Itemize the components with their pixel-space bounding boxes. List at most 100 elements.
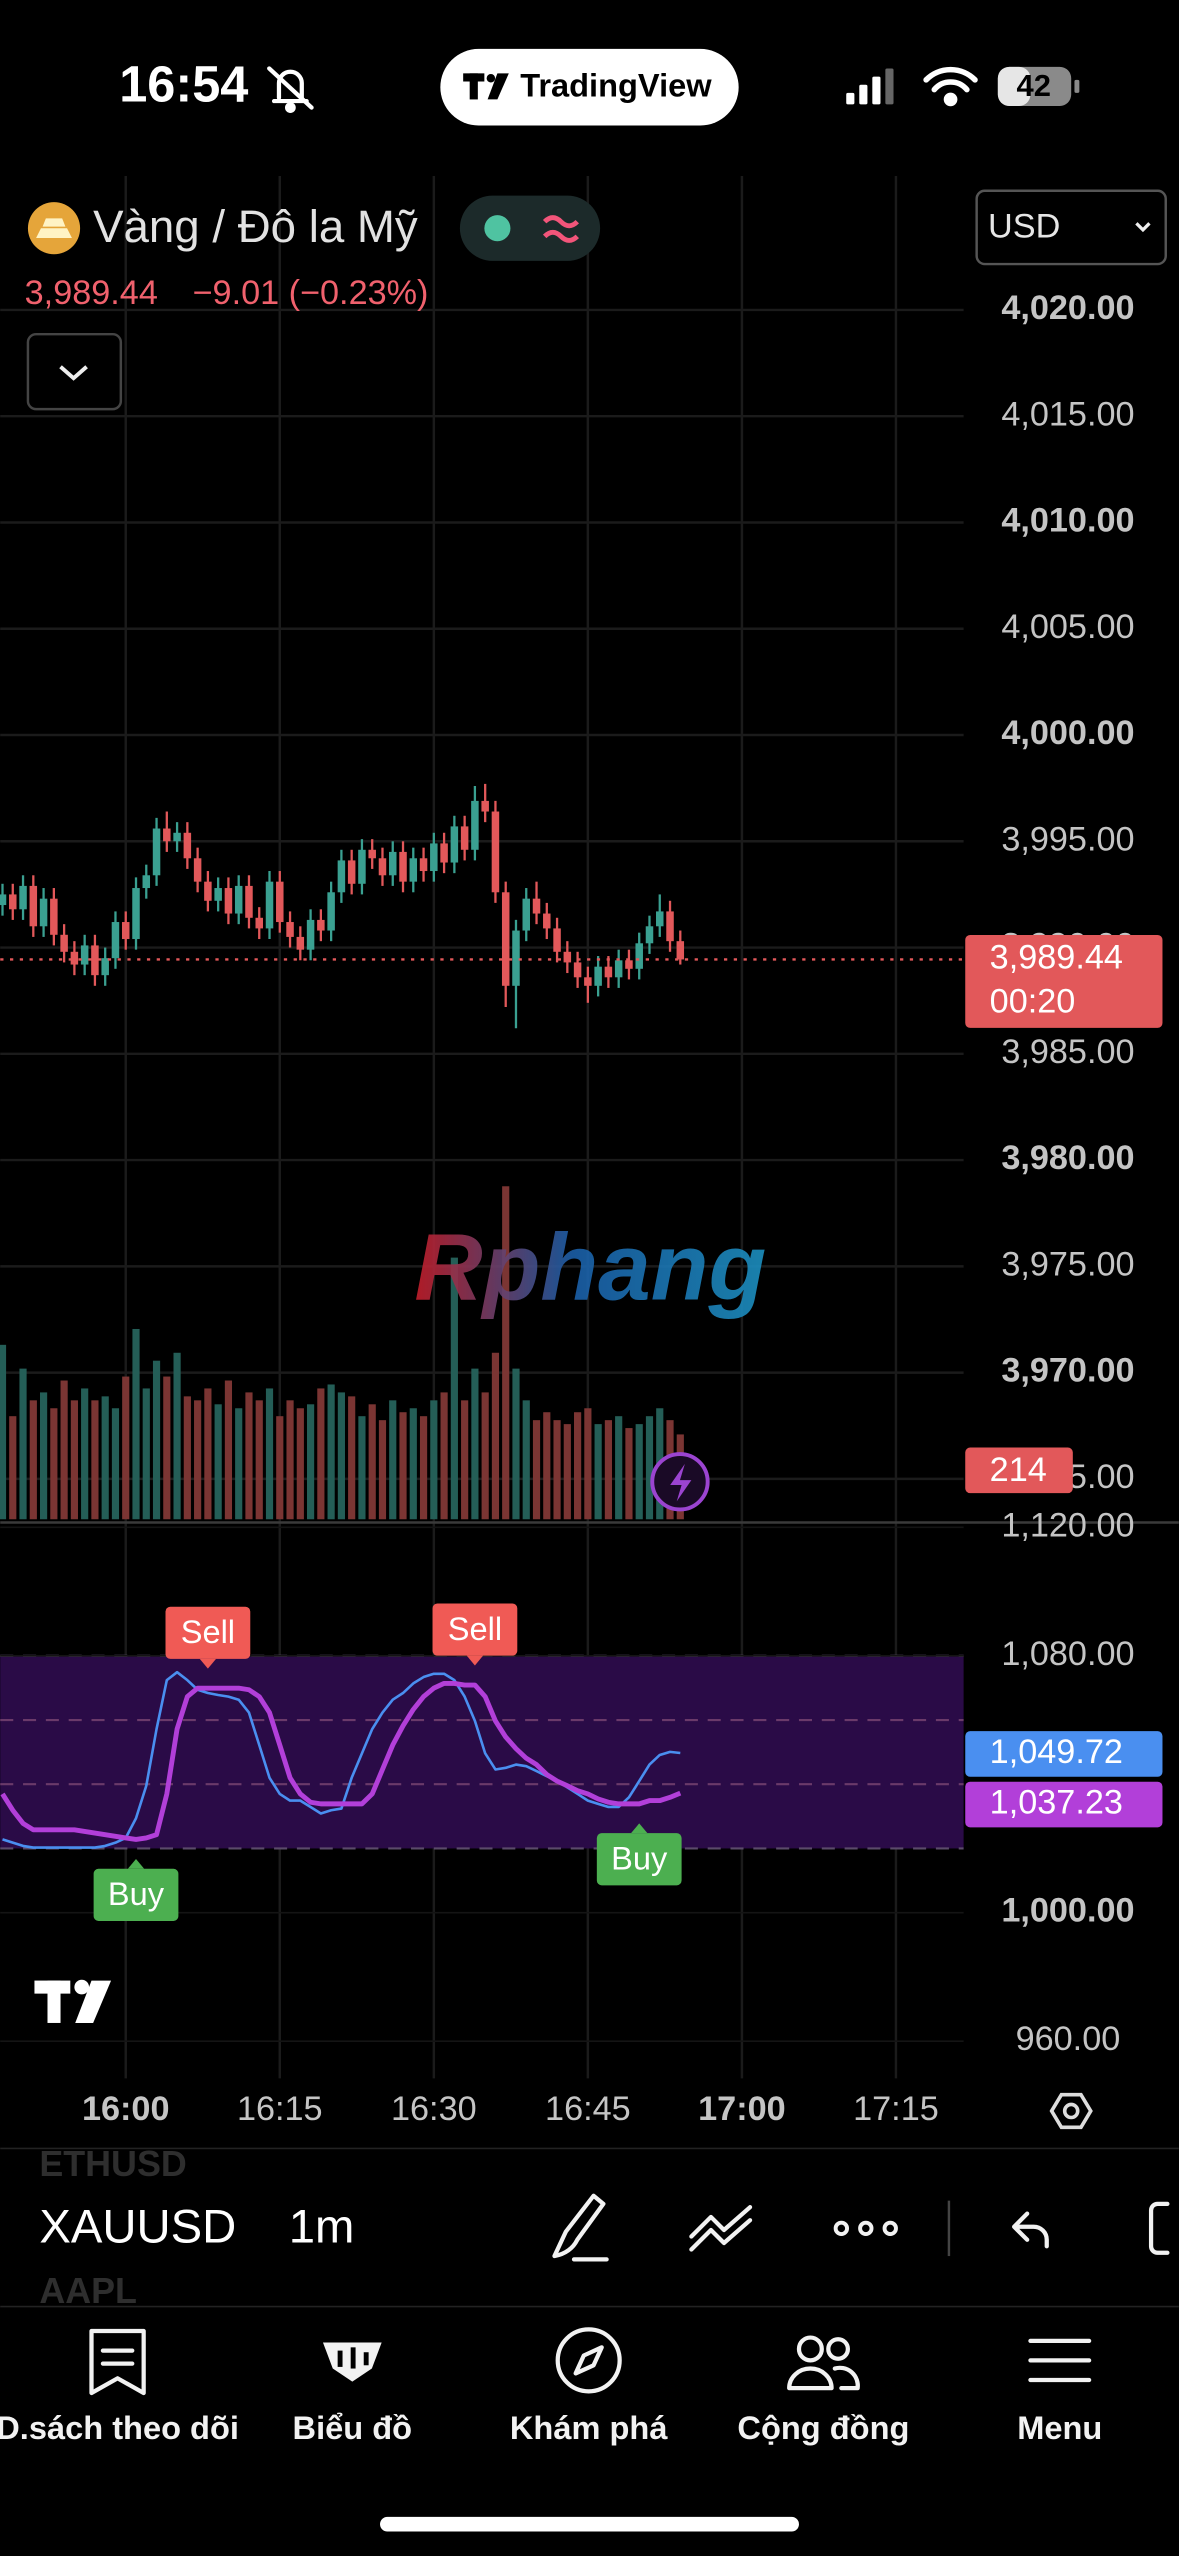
nav-explore[interactable]: Khám phá <box>510 2327 668 2446</box>
volume-bar <box>337 1392 345 1520</box>
volume-bar <box>378 1420 387 1520</box>
volume-bar <box>142 1388 150 1520</box>
volume-bar <box>584 1408 592 1520</box>
expand-button[interactable] <box>26 332 123 411</box>
y-tick-label: 4,005.00 <box>1001 608 1134 646</box>
nav-community[interactable]: Cộng đồng <box>737 2335 909 2447</box>
status-time: 16:54 <box>119 55 248 112</box>
volume-bar <box>348 1396 356 1520</box>
candle-body <box>543 913 551 929</box>
volume-bar <box>574 1412 582 1520</box>
volume-bar <box>296 1408 304 1520</box>
volume-bar <box>502 1186 510 1520</box>
candle-body <box>163 828 171 842</box>
fullscreen-button[interactable] <box>1148 2201 1170 2255</box>
volume-bar <box>450 1257 458 1520</box>
candle-body <box>276 881 284 923</box>
candle-body <box>214 888 222 901</box>
volume-label: 214 <box>990 1451 1047 1489</box>
settings-icon[interactable] <box>1049 2092 1093 2130</box>
signal-box <box>596 1833 682 1886</box>
candle-body <box>656 911 664 927</box>
currency-select[interactable] <box>975 189 1167 266</box>
volume-bar <box>122 1376 130 1520</box>
x-tick-label: 16:45 <box>545 2090 631 2128</box>
signal-pointer <box>466 1655 484 1666</box>
symbol-prev[interactable]: ETHUSD <box>39 2144 186 2184</box>
interval[interactable]: 1m <box>289 2200 355 2253</box>
chevron <box>59 365 88 381</box>
volume-bar <box>9 1416 17 1520</box>
volume-bar <box>173 1352 181 1520</box>
osc-band <box>0 1655 964 1849</box>
volume-bar <box>389 1400 397 1520</box>
symbol-next[interactable]: AAPL <box>39 2271 137 2311</box>
candle-body <box>121 922 130 940</box>
nav-label: Cộng đồng <box>737 2409 909 2446</box>
select-arrow <box>1135 222 1151 233</box>
osc-value-box <box>965 1731 1163 1777</box>
app-pill[interactable] <box>440 48 739 126</box>
candle-body <box>50 898 58 935</box>
more-button[interactable] <box>833 2220 898 2237</box>
volume-bar <box>307 1404 315 1520</box>
signal-pointer <box>631 1823 648 1834</box>
volume-bar <box>255 1400 263 1520</box>
candle-body <box>296 936 305 950</box>
volume-bar <box>0 1344 7 1520</box>
candle-body <box>60 934 68 952</box>
symbol-name[interactable]: Vàng / Đô la Mỹ <box>93 201 418 252</box>
volume-bar <box>224 1380 233 1520</box>
signal-label: Buy <box>611 1839 668 1876</box>
status-pill[interactable] <box>459 195 601 261</box>
watermark: Rphang <box>414 1215 766 1321</box>
symbol-current[interactable]: XAUUSD <box>39 2200 236 2253</box>
header-change: −9.01 (−0.23%) <box>193 274 429 312</box>
candle-body <box>666 911 674 942</box>
battery-level <box>997 66 1031 106</box>
candle-body <box>440 843 448 863</box>
candle-body <box>604 966 613 978</box>
signal-label: Sell <box>181 1613 235 1650</box>
draw-tool[interactable] <box>552 2193 609 2262</box>
gold-bars <box>36 218 72 238</box>
candle-body <box>0 894 7 906</box>
candle-body <box>255 917 263 929</box>
volume-bar <box>19 1368 27 1520</box>
candle-body <box>317 919 325 931</box>
volume-bar <box>276 1416 284 1520</box>
indicator-tool[interactable] <box>689 2205 753 2252</box>
nav-label: Khám phá <box>510 2409 668 2446</box>
volume-bar <box>163 1376 171 1520</box>
y-tick-label: 3,985.00 <box>1001 1033 1134 1071</box>
nav-watchlist[interactable]: D.sách theo dõi <box>0 2328 239 2446</box>
candle-body <box>101 958 109 976</box>
osc-tick-label: 1,120.00 <box>1001 1506 1134 1544</box>
volume-bar <box>91 1400 99 1520</box>
delayed-icon <box>542 215 580 243</box>
volume-bar <box>132 1328 140 1520</box>
nav-menu[interactable]: Menu <box>1017 2338 1102 2446</box>
battery-percent: 42 <box>1016 68 1050 103</box>
undo-button[interactable] <box>1012 2211 1049 2249</box>
osc-tick-label: 1,000.00 <box>1001 1892 1134 1930</box>
app-name: TradingView <box>520 67 712 104</box>
volume-bar <box>204 1388 212 1520</box>
battery-cap <box>1074 79 1080 93</box>
volume-bar <box>594 1424 602 1520</box>
candle-body <box>388 851 397 876</box>
nav-label: Menu <box>1017 2409 1102 2446</box>
volume-bar <box>645 1416 654 1520</box>
volume-bar <box>430 1400 438 1520</box>
nav-label: Biểu đồ <box>293 2409 413 2446</box>
candle-body <box>409 858 418 882</box>
volume-bar <box>152 1360 161 1520</box>
nav-chart[interactable]: Biểu đồ <box>293 2342 413 2446</box>
candle-body <box>553 928 561 952</box>
signal-pointer <box>199 1658 217 1669</box>
countdown-label: 00:20 <box>990 983 1076 1021</box>
candle-body <box>584 977 592 986</box>
candle-body <box>522 898 531 931</box>
